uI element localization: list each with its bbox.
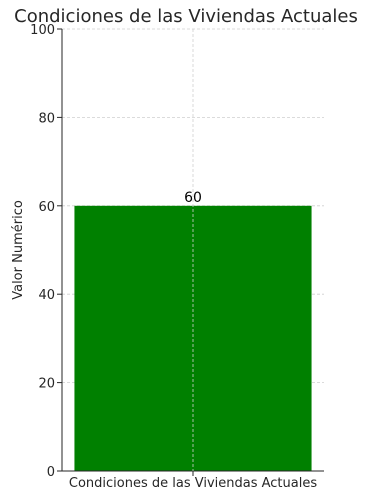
y-tick-label: 40 xyxy=(38,288,55,303)
x-tick-label: Condiciones de las Viviendas Actuales xyxy=(69,476,317,491)
y-tick-label: 0 xyxy=(47,465,55,480)
y-tick-label: 100 xyxy=(30,23,55,38)
y-axis-label: Valor Numérico xyxy=(11,200,26,300)
y-tick-label: 20 xyxy=(38,377,55,392)
y-tick-label: 60 xyxy=(38,200,55,215)
bar-data-label: 60 xyxy=(184,190,202,206)
tick-labels: 0 20 40 60 80 100 60 Condiciones de las Viviend… xyxy=(30,23,317,491)
y-tick-label: 80 xyxy=(38,111,55,126)
chart-title: Condiciones de las Viviendas Actuales xyxy=(14,6,358,27)
